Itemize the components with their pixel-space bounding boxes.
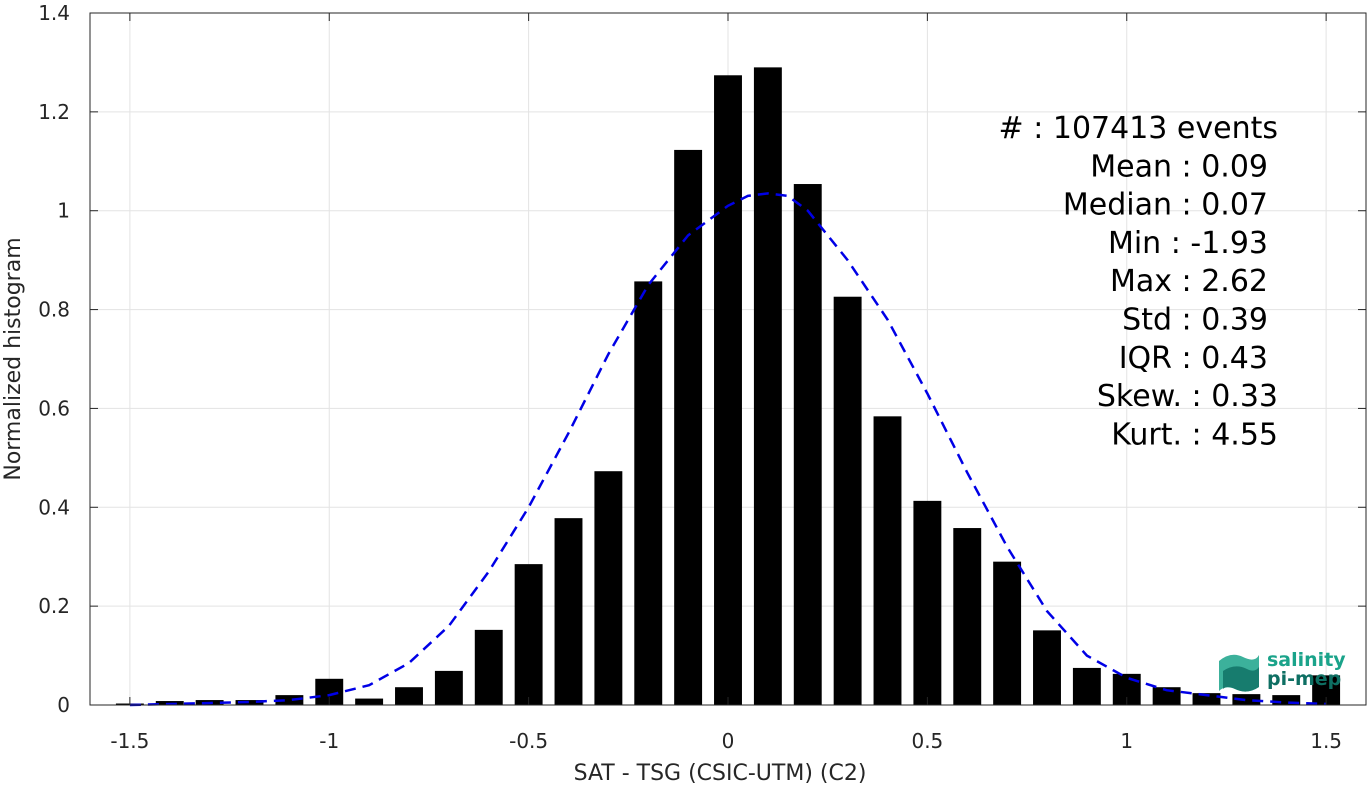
histogram-bar bbox=[634, 281, 663, 705]
histogram-bar bbox=[554, 518, 583, 705]
y-tick-label: 0.6 bbox=[38, 396, 70, 420]
y-tick-label: 0.8 bbox=[38, 298, 70, 322]
histogram-bar bbox=[474, 629, 503, 705]
stat-line: Max : 2.62 bbox=[1110, 264, 1268, 299]
x-tick-label: 0.5 bbox=[911, 729, 943, 753]
stat-line: Skew. : 0.33 bbox=[1097, 379, 1278, 414]
histogram-bars bbox=[115, 67, 1341, 706]
histogram-bar bbox=[1232, 694, 1261, 705]
logo-text-line2: pi-mep bbox=[1267, 668, 1341, 690]
histogram-bar bbox=[674, 149, 703, 706]
histogram-bar bbox=[235, 700, 264, 705]
x-tick-label: -1.5 bbox=[110, 729, 149, 753]
fit-curve bbox=[129, 192, 1327, 707]
stat-line: Kurt. : 4.55 bbox=[1111, 417, 1278, 452]
x-tick-label: 0 bbox=[722, 729, 735, 753]
x-axis-title: SAT - TSG (CSIC-UTM) (C2) bbox=[574, 761, 867, 785]
histogram-bar bbox=[873, 416, 902, 705]
stat-line: Std : 0.39 bbox=[1122, 303, 1268, 338]
histogram-bar bbox=[833, 296, 862, 705]
y-tick-label: 1.2 bbox=[38, 100, 70, 124]
y-tick-labels: 0 0.2 0.4 0.6 0.8 1 1.2 1.4 bbox=[38, 1, 70, 717]
histogram-bar bbox=[793, 184, 822, 706]
histogram-bar bbox=[355, 698, 384, 705]
x-tick-labels: -1.5 -1 -0.5 0 0.5 1 1.5 bbox=[110, 729, 1342, 753]
histogram-bar bbox=[1272, 695, 1301, 705]
histogram-bar bbox=[993, 561, 1022, 705]
histogram-bar bbox=[753, 67, 782, 705]
y-tick-label: 1.4 bbox=[38, 1, 70, 25]
stat-line: IQR : 0.43 bbox=[1119, 341, 1268, 376]
x-tick-label: 1 bbox=[1120, 729, 1133, 753]
histogram-bar bbox=[434, 670, 463, 705]
stat-line: # : 107413 events bbox=[999, 111, 1278, 146]
stat-line: Mean : 0.09 bbox=[1090, 149, 1268, 184]
y-tick-label: 0.4 bbox=[38, 495, 70, 519]
stat-line: Median : 0.07 bbox=[1063, 188, 1268, 223]
y-tick-label: 1 bbox=[57, 199, 70, 223]
logo-text-line1: salinity bbox=[1267, 649, 1346, 671]
x-tick-label: -0.5 bbox=[509, 729, 548, 753]
histogram-bar bbox=[1192, 693, 1221, 705]
histogram-bar bbox=[1072, 667, 1101, 705]
x-tick-label: -1 bbox=[319, 729, 339, 753]
x-tick-label: 1.5 bbox=[1310, 729, 1342, 753]
histogram-bar bbox=[395, 687, 423, 705]
histogram-bar bbox=[953, 528, 982, 705]
histogram-bar bbox=[275, 695, 304, 705]
histogram-bar bbox=[514, 564, 543, 705]
logo-wave-icon-dark bbox=[1223, 666, 1259, 692]
histogram-bar bbox=[714, 75, 742, 705]
y-axis-title: Normalized histogram bbox=[1, 237, 26, 480]
salinity-pimep-logo: salinity pi-mep bbox=[1219, 649, 1346, 692]
histogram-bar bbox=[913, 500, 942, 705]
histogram-bar bbox=[594, 471, 623, 705]
stat-line: Min : -1.93 bbox=[1108, 226, 1268, 261]
y-tick-label: 0.2 bbox=[38, 594, 70, 618]
axis-ticks bbox=[90, 12, 1366, 706]
y-tick-label: 0 bbox=[57, 693, 70, 717]
histogram-bar bbox=[1033, 630, 1061, 705]
